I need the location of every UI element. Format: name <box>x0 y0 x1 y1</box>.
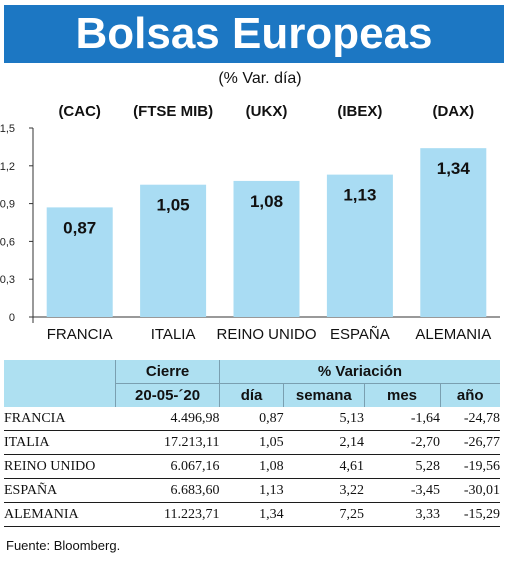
row-dia: 1,13 <box>219 478 284 503</box>
category-label: ALEMANIA <box>415 326 491 343</box>
header-dia: día <box>219 383 284 407</box>
y-tick-label: 1,5 <box>0 123 15 135</box>
bar <box>46 207 113 317</box>
row-name: ITALIA <box>4 430 116 455</box>
header-semana: semana <box>283 383 365 407</box>
row-name: FRANCIA <box>4 407 116 431</box>
bar <box>233 180 300 317</box>
row-ano: -19,56 <box>440 454 500 479</box>
table-row: ALEMANIA 11.223,71 1,34 7,25 3,33 -15,29 <box>4 502 500 527</box>
bar <box>420 148 487 317</box>
row-dia: 0,87 <box>219 407 284 431</box>
index-label: (IBEX) <box>337 103 382 120</box>
row-cierre: 6.067,16 <box>115 454 220 479</box>
row-ano: -15,29 <box>440 502 500 527</box>
y-tick-label: 0,3 <box>0 274 15 286</box>
data-table: Cierre % Variación 20-05-´20 día semana … <box>4 360 500 527</box>
row-cierre: 17.213,11 <box>115 430 220 455</box>
table-row: ITALIA 17.213,11 1,05 2,14 -2,70 -26,77 <box>4 430 500 455</box>
header-ano: año <box>439 383 500 407</box>
source-note: Fuente: Bloomberg. <box>6 538 121 553</box>
table-row: REINO UNIDO 6.067,16 1,08 4,61 5,28 -19,… <box>4 454 500 479</box>
row-dia: 1,08 <box>219 454 284 479</box>
row-mes: 5,28 <box>364 454 440 479</box>
row-dia: 1,34 <box>219 502 284 527</box>
row-name: ALEMANIA <box>4 502 116 527</box>
category-label: ESPAÑA <box>330 326 390 343</box>
header-date: 20-05-´20 <box>115 383 220 407</box>
row-cierre: 11.223,71 <box>115 502 220 527</box>
y-tick-label: 0,9 <box>0 199 15 211</box>
table-header-row-2: 20-05-´20 día semana mes año <box>4 383 500 408</box>
index-label: (DAX) <box>432 103 474 120</box>
category-label: FRANCIA <box>47 326 113 343</box>
row-mes: -2,70 <box>364 430 440 455</box>
row-dia: 1,05 <box>219 430 284 455</box>
table-header-row-1: Cierre % Variación <box>4 360 500 384</box>
row-semana: 2,14 <box>283 430 365 455</box>
row-semana: 7,25 <box>283 502 365 527</box>
bar-value-label: 1,34 <box>437 159 471 178</box>
header-empty <box>4 360 116 384</box>
bar <box>326 174 393 317</box>
chart-subtitle: (% Var. día) <box>218 70 302 87</box>
index-label: (UKX) <box>246 103 288 120</box>
bar <box>140 184 207 317</box>
y-tick-label: 1,2 <box>0 161 15 173</box>
row-ano: -24,78 <box>440 407 500 431</box>
index-label: (CAC) <box>58 103 101 120</box>
row-ano: -30,01 <box>440 478 500 503</box>
row-semana: 4,61 <box>283 454 365 479</box>
row-cierre: 6.683,60 <box>115 478 220 503</box>
table-row: ESPAÑA 6.683,60 1,13 3,22 -3,45 -30,01 <box>4 478 500 503</box>
row-name: ESPAÑA <box>4 478 116 503</box>
row-ano: -26,77 <box>440 430 500 455</box>
page-title: Bolsas Europeas <box>4 5 504 63</box>
category-label: ITALIA <box>151 326 196 343</box>
index-label: (FTSE MIB) <box>133 103 213 120</box>
bar-value-label: 1,05 <box>157 196 190 215</box>
bar-value-label: 1,13 <box>343 186 376 205</box>
row-semana: 3,22 <box>283 478 365 503</box>
bar-value-label: 0,87 <box>63 218 96 237</box>
y-tick-label: 0,6 <box>0 236 15 248</box>
row-semana: 5,13 <box>283 407 365 431</box>
category-label: REINO UNIDO <box>216 326 316 343</box>
row-name: REINO UNIDO <box>4 454 116 479</box>
row-mes: -3,45 <box>364 478 440 503</box>
bar-chart: 0 0,3 0,6 0,9 1,2 1,5 0,87 (CAC) FRANCIA 1,05 (FTS… <box>0 103 500 343</box>
row-mes: 3,33 <box>364 502 440 527</box>
row-mes: -1,64 <box>364 407 440 431</box>
row-cierre: 4.496,98 <box>115 407 220 431</box>
y-tick-label: 0 <box>9 312 15 324</box>
header-variacion: % Variación <box>219 360 500 384</box>
table-row: FRANCIA 4.496,98 0,87 5,13 -1,64 -24,78 <box>4 407 500 431</box>
header-mes: mes <box>363 383 440 407</box>
bar-value-label: 1,08 <box>250 192 283 211</box>
header-empty-2 <box>4 384 116 408</box>
header-cierre: Cierre <box>115 360 220 384</box>
